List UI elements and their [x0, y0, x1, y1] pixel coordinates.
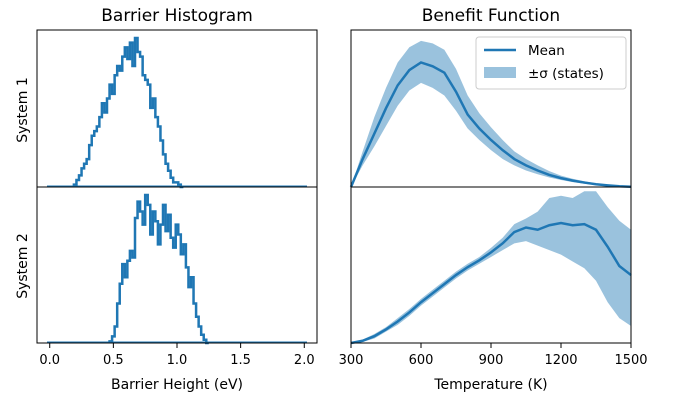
x-tick-label: 0.0: [39, 353, 60, 368]
x-tick-label: 900: [479, 353, 504, 368]
x-tick-label: 0.5: [103, 353, 124, 368]
mean-line: [350, 221, 632, 345]
left-x-axis-label: Barrier Height (eV): [111, 377, 243, 393]
system1-histogram: [47, 36, 307, 189]
row1-label: System 1: [15, 77, 31, 143]
histogram-step: [108, 193, 209, 345]
histogram-step: [72, 36, 184, 189]
system1-benefit: [349, 40, 632, 188]
mean-line: [349, 61, 632, 188]
right-panel-title: Benefit Function: [422, 6, 560, 26]
x-tick-label: 1.5: [230, 353, 251, 368]
right-x-axis-label: Temperature (K): [433, 377, 547, 393]
system2-benefit: [350, 191, 632, 345]
legend-band-swatch: [484, 67, 516, 78]
x-tick-label: 1500: [614, 353, 647, 368]
left-x-ticks: 0.0 0.5 1.0 1.5 2.0: [39, 343, 315, 368]
x-tick-label: 300: [339, 353, 364, 368]
legend-band-label: ±σ (states): [528, 66, 604, 82]
system2-histogram: [47, 193, 307, 345]
right-x-ticks: 300 600 900 1200 1500: [339, 343, 648, 368]
x-tick-label: 600: [409, 353, 434, 368]
sigma-band: [351, 191, 631, 343]
x-tick-label: 2.0: [294, 353, 315, 368]
x-tick-label: 1200: [544, 353, 577, 368]
left-panel-title: Barrier Histogram: [101, 6, 253, 26]
x-tick-label: 1.0: [167, 353, 188, 368]
legend: Mean ±σ (states): [475, 36, 627, 90]
sigma-band: [351, 40, 631, 187]
row2-label: System 2: [15, 233, 31, 299]
legend-mean-label: Mean: [528, 43, 565, 59]
